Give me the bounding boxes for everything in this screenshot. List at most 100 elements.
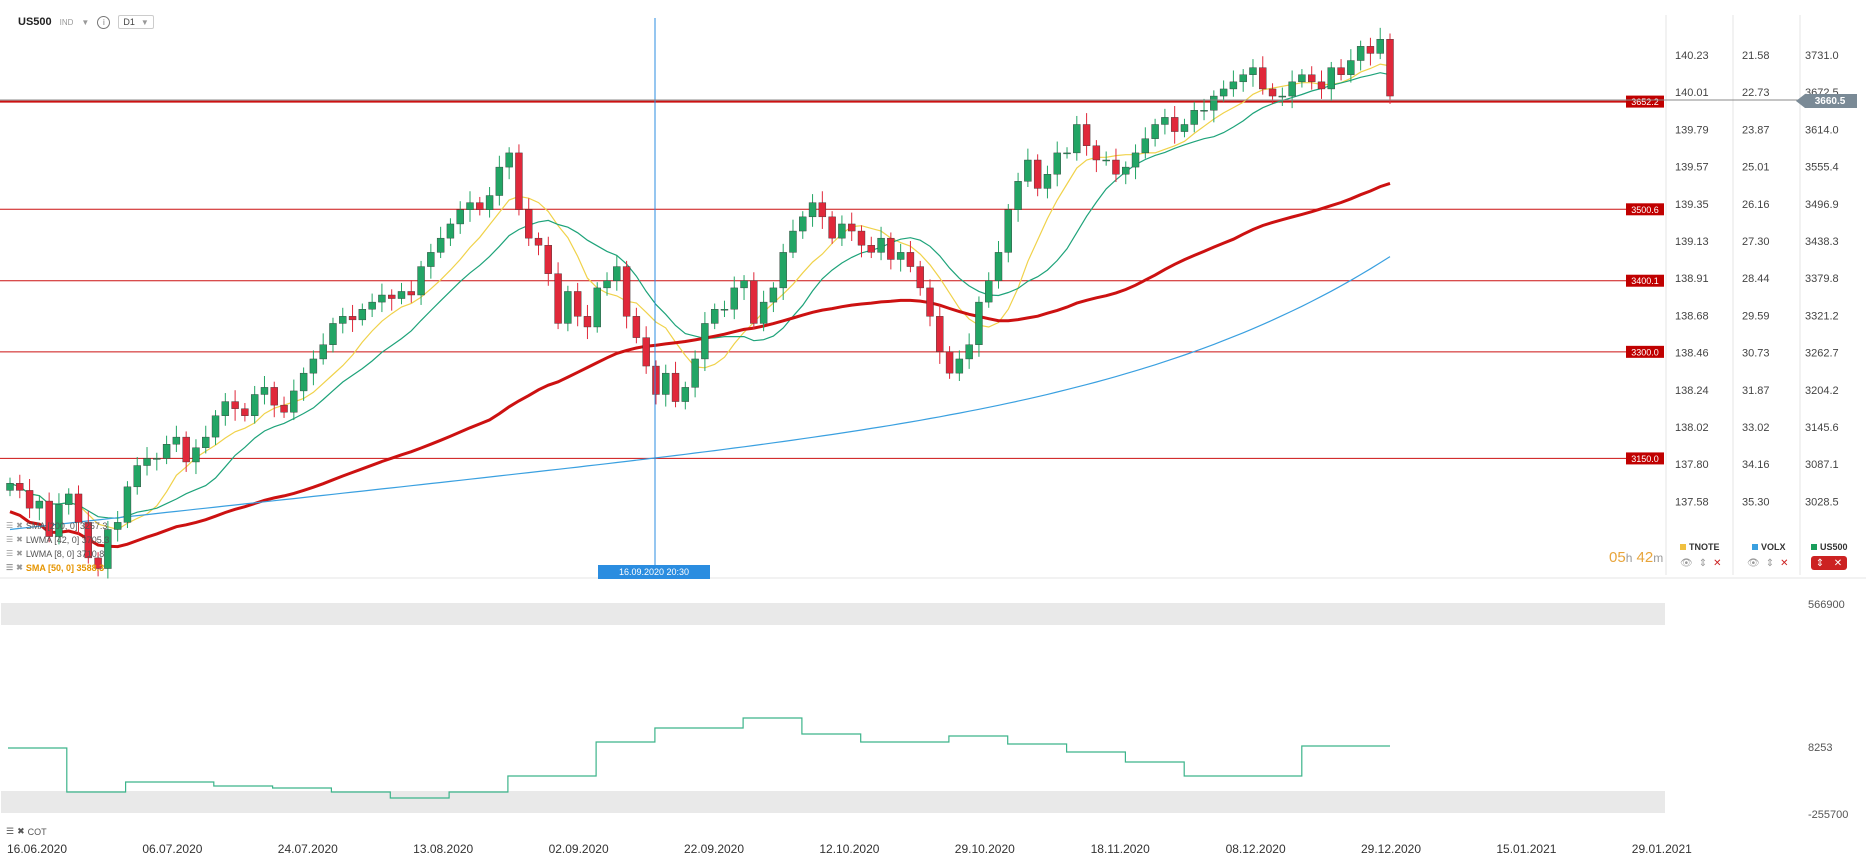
- close-icon[interactable]: ✕: [1713, 558, 1722, 569]
- chevron-down-icon: ▼: [140, 17, 149, 27]
- x-tick-label: 29.10.2020: [955, 842, 1015, 856]
- volx-color-icon: [1752, 544, 1758, 550]
- close-icon[interactable]: ✕: [1780, 558, 1789, 569]
- candle: [1122, 161, 1130, 185]
- list-icon: ☰: [6, 521, 14, 530]
- candle: [564, 285, 572, 332]
- volx-tick-label: 31.87: [1742, 385, 1770, 397]
- candle: [593, 282, 601, 333]
- list-icon: ☰: [6, 535, 14, 544]
- candle: [456, 201, 464, 234]
- level-tag: [1626, 452, 1664, 465]
- candle: [436, 226, 445, 259]
- sort-icon[interactable]: ⇕: [1765, 558, 1775, 569]
- symbol-name[interactable]: US500: [18, 16, 52, 28]
- tnote-tick-label: 137.80: [1675, 459, 1709, 471]
- sort-icon[interactable]: ⇕: [1815, 557, 1825, 569]
- x-tick-label: 29.12.2020: [1361, 842, 1421, 856]
- current-price-marker: 3660.5: [0, 94, 1857, 108]
- us500-tick-label: 3379.8: [1805, 273, 1839, 285]
- list-icon: ☰: [6, 826, 15, 836]
- candle: [642, 326, 650, 374]
- legend-volx[interactable]: VOLX: [1752, 542, 1786, 552]
- indicator-sma50[interactable]: ☰ ✖ SMA [50, 0] 3588.3: [6, 563, 105, 573]
- candle: [45, 492, 53, 543]
- info-icon[interactable]: i: [97, 15, 111, 29]
- candle: [1180, 118, 1189, 138]
- candle: [192, 439, 200, 475]
- us500-tick-label: 3087.1: [1805, 459, 1839, 471]
- tnote-tick-label: 138.46: [1675, 348, 1709, 360]
- indicator-lwma42[interactable]: ☰ ✖ LWMA [42, 0] 3705.3: [6, 535, 110, 545]
- candle: [231, 390, 239, 421]
- candle: [290, 379, 298, 421]
- candle: [975, 296, 983, 357]
- tnote-tick-label: 138.02: [1675, 422, 1709, 434]
- candle: [789, 219, 797, 259]
- tnote-tick-label: 138.91: [1675, 273, 1709, 285]
- candle: [671, 361, 680, 408]
- us500-tick-label: 3145.6: [1805, 422, 1839, 434]
- candle: [466, 191, 474, 222]
- candle: [759, 290, 768, 332]
- candle: [104, 520, 112, 579]
- candle: [632, 307, 641, 344]
- chevron-down-icon[interactable]: ▼: [81, 17, 90, 27]
- indicator-lwma8[interactable]: ☰ ✖ LWMA [8, 0] 3710.8: [6, 549, 105, 559]
- candle: [1239, 69, 1247, 92]
- volx-tick-label: 23.87: [1742, 124, 1770, 136]
- candle: [652, 360, 660, 405]
- candle: [1033, 154, 1042, 197]
- level-label: 3652.2: [1631, 97, 1659, 107]
- candle: [916, 260, 924, 296]
- candle: [270, 381, 278, 418]
- list-icon: ☰: [6, 563, 14, 572]
- indicator-sma200[interactable]: ☰ ✖ SMA [200, 0] 3257.3: [6, 521, 108, 531]
- cot-indicator-label[interactable]: ☰ ✖ COT: [6, 826, 47, 837]
- timeframe-select[interactable]: D1 ▼: [118, 15, 154, 29]
- tnote-tick-label: 139.79: [1675, 124, 1709, 136]
- candle: [1229, 70, 1238, 97]
- sort-icon[interactable]: ⇕: [1698, 558, 1708, 569]
- candle: [1327, 61, 1335, 102]
- x-tick-label: 15.01.2021: [1496, 842, 1556, 856]
- eye-icon[interactable]: 👁: [1680, 558, 1693, 569]
- candle: [476, 196, 484, 216]
- candle: [720, 300, 729, 318]
- tnote-tick-label: 137.58: [1675, 496, 1709, 508]
- candle: [1347, 49, 1355, 83]
- candle: [691, 350, 699, 398]
- close-icon[interactable]: ✕: [1833, 557, 1843, 569]
- tnote-controls: 👁 ⇕ ✕: [1680, 558, 1721, 569]
- eye-icon[interactable]: 👁: [1747, 558, 1760, 569]
- us500-tick-label: 3204.2: [1805, 385, 1839, 397]
- candle: [182, 431, 190, 472]
- candle: [55, 493, 63, 545]
- x-tick-label: 22.09.2020: [684, 842, 744, 856]
- candle: [172, 425, 181, 453]
- level-tag: [1626, 274, 1664, 287]
- candle: [603, 272, 611, 296]
- candle: [945, 346, 954, 379]
- volx-tick-label: 35.30: [1742, 496, 1770, 508]
- candle: [319, 333, 327, 365]
- current-price-label: 3660.5: [1815, 96, 1846, 107]
- candle: [35, 495, 44, 521]
- candle: [446, 218, 455, 246]
- legend-us500[interactable]: US500: [1811, 542, 1848, 552]
- legend-tnote[interactable]: TNOTE: [1680, 542, 1720, 552]
- candle: [397, 282, 406, 305]
- cot-axis-top: 566900: [1808, 599, 1845, 611]
- candle: [1376, 27, 1384, 60]
- candle: [495, 155, 504, 206]
- candle: [769, 282, 778, 313]
- candle: [1298, 69, 1306, 88]
- candle: [534, 232, 543, 256]
- candle: [1043, 165, 1052, 199]
- level-label: 3150.0: [1631, 454, 1659, 464]
- symbol-tag: IND: [59, 17, 74, 27]
- close-icon: ✖: [16, 521, 23, 530]
- candle: [378, 283, 386, 313]
- close-icon: ✖: [16, 535, 23, 544]
- candle: [1063, 147, 1071, 159]
